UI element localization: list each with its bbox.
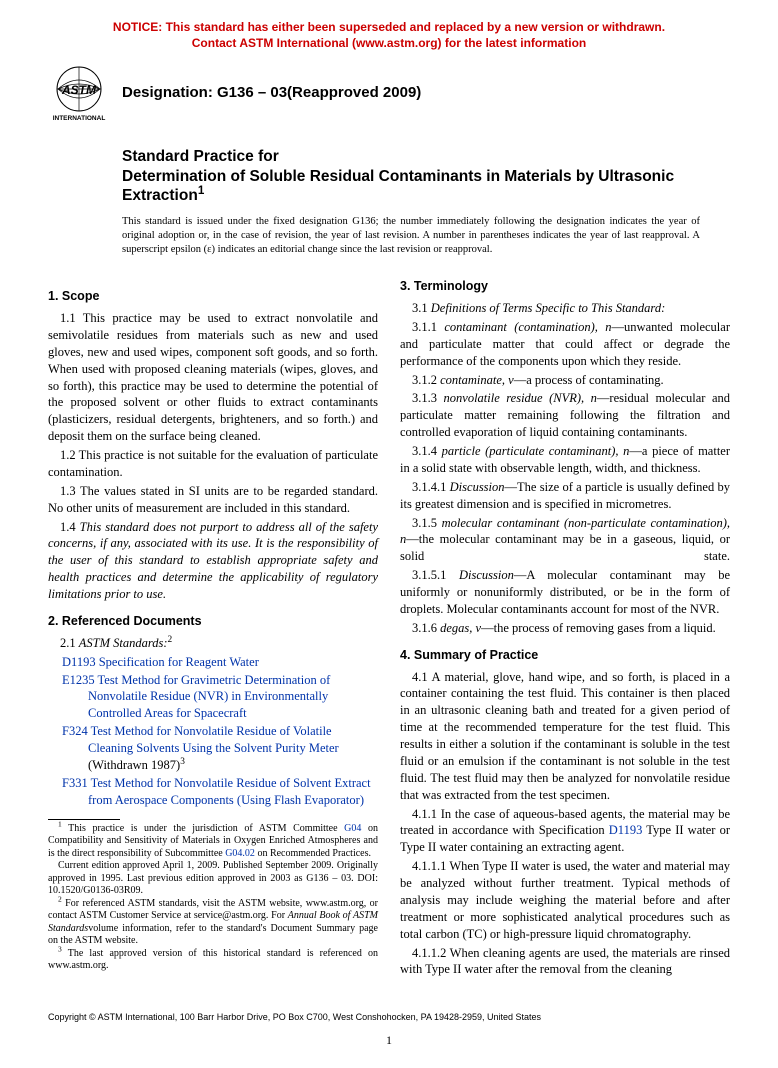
footnote-link[interactable]: G04.02 [225,848,255,859]
page: NOTICE: This standard has either been su… [0,0,778,1068]
footnotes-block: 1 This practice is under the jurisdictio… [48,819,378,973]
issuance-note: This standard is issued under the fixed … [122,215,700,256]
section-4-heading: 4. Summary of Practice [400,647,730,664]
para-4-1-1-2: 4.1.1.2 When cleaning agents are used, t… [400,945,730,979]
svg-text:INTERNATIONAL: INTERNATIONAL [53,115,106,121]
notice-banner: NOTICE: This standard has either been su… [48,20,730,51]
def-3-1-6: 3.1.6 degas, v—the process of removing g… [400,620,730,637]
notice-line1: NOTICE: This standard has either been su… [113,20,665,34]
para-1-4: 1.4 This standard does not purport to ad… [48,519,378,603]
def-3-1-5: 3.1.5 molecular contaminant (non-particu… [400,515,730,566]
title-pre: Standard Practice for [122,147,730,166]
section-3-heading: 3. Terminology [400,278,730,295]
header-row: ASTM INTERNATIONAL Designation: G136 – 0… [48,65,730,121]
def-3-1-1: 3.1.1 contaminant (contamination), n—unw… [400,319,730,370]
def-3-1-5-1: 3.1.5.1 Discussion—A molecular contamina… [400,567,730,618]
section-1-heading: 1. Scope [48,288,378,305]
para-1-3: 1.3 The values stated in SI units are to… [48,483,378,517]
page-number: 1 [48,1032,730,1048]
ref-link[interactable]: E1235 [62,673,95,687]
copyright: Copyright © ASTM International, 100 Barr… [48,1011,730,1023]
footnote-link[interactable]: G04 [344,823,361,834]
ref-d1193: D1193 Specification for Reagent Water [48,654,378,671]
footnote-3: 3 The last approved version of this hist… [48,948,378,973]
ref-link[interactable]: Test Method for Nonvolatile Residue of S… [88,776,371,807]
ref-link[interactable]: Test Method for Gravimetric Determinatio… [88,673,330,721]
sub-3-1: 3.1 Definitions of Terms Specific to Thi… [400,300,730,317]
def-3-1-2: 3.1.2 contaminate, v—a process of contam… [400,372,730,389]
footnote-1b: Current edition approved April 1, 2009. … [48,860,378,898]
ref-link[interactable]: F324 [62,724,88,738]
para-1-2: 1.2 This practice is not suitable for th… [48,447,378,481]
para-1-4-text: This standard does not purport to addres… [48,520,378,602]
title-main: Determination of Soluble Residual Contam… [122,167,730,206]
ref-link[interactable]: Specification for Reagent Water [99,655,259,669]
def-3-1-3: 3.1.3 nonvolatile residue (NVR), n—resid… [400,390,730,441]
section-2-heading: 2. Referenced Documents [48,613,378,630]
para-4-1-1: 4.1.1 In the case of aqueous-based agent… [400,806,730,857]
para-4-1: 4.1 A material, glove, hand wipe, and so… [400,669,730,804]
body-columns: 1. Scope 1.1 This practice may be used t… [48,278,730,981]
footnote-2: 2 For referenced ASTM standards, visit t… [48,898,378,948]
para-4-1-1-1: 4.1.1.1 When Type II water is used, the … [400,858,730,942]
ref-link-inline[interactable]: D1193 [609,823,643,837]
ref-link[interactable]: F331 [62,776,88,790]
astm-logo: ASTM INTERNATIONAL [48,65,110,121]
footnote-1: 1 This practice is under the jurisdictio… [48,823,378,861]
notice-line2: Contact ASTM International (www.astm.org… [192,36,586,50]
designation: Designation: G136 – 03(Reapproved 2009) [122,83,421,103]
ref-f324: F324 Test Method for Nonvolatile Residue… [48,723,378,774]
title-block: Standard Practice for Determination of S… [122,147,730,205]
sub-2-1: 2.1 ASTM Standards:2 [48,635,378,652]
ref-link[interactable]: D1193 [62,655,96,669]
ref-link[interactable]: Test Method for Nonvolatile Residue of V… [88,724,339,755]
svg-text:ASTM: ASTM [61,83,97,97]
ref-f331: F331 Test Method for Nonvolatile Residue… [48,775,378,809]
para-1-1: 1.1 This practice may be used to extract… [48,310,378,445]
def-3-1-4-1: 3.1.4.1 Discussion—The size of a particl… [400,479,730,513]
def-3-1-4: 3.1.4 particle (particulate contaminant)… [400,443,730,477]
ref-e1235: E1235 Test Method for Gravimetric Determ… [48,672,378,723]
